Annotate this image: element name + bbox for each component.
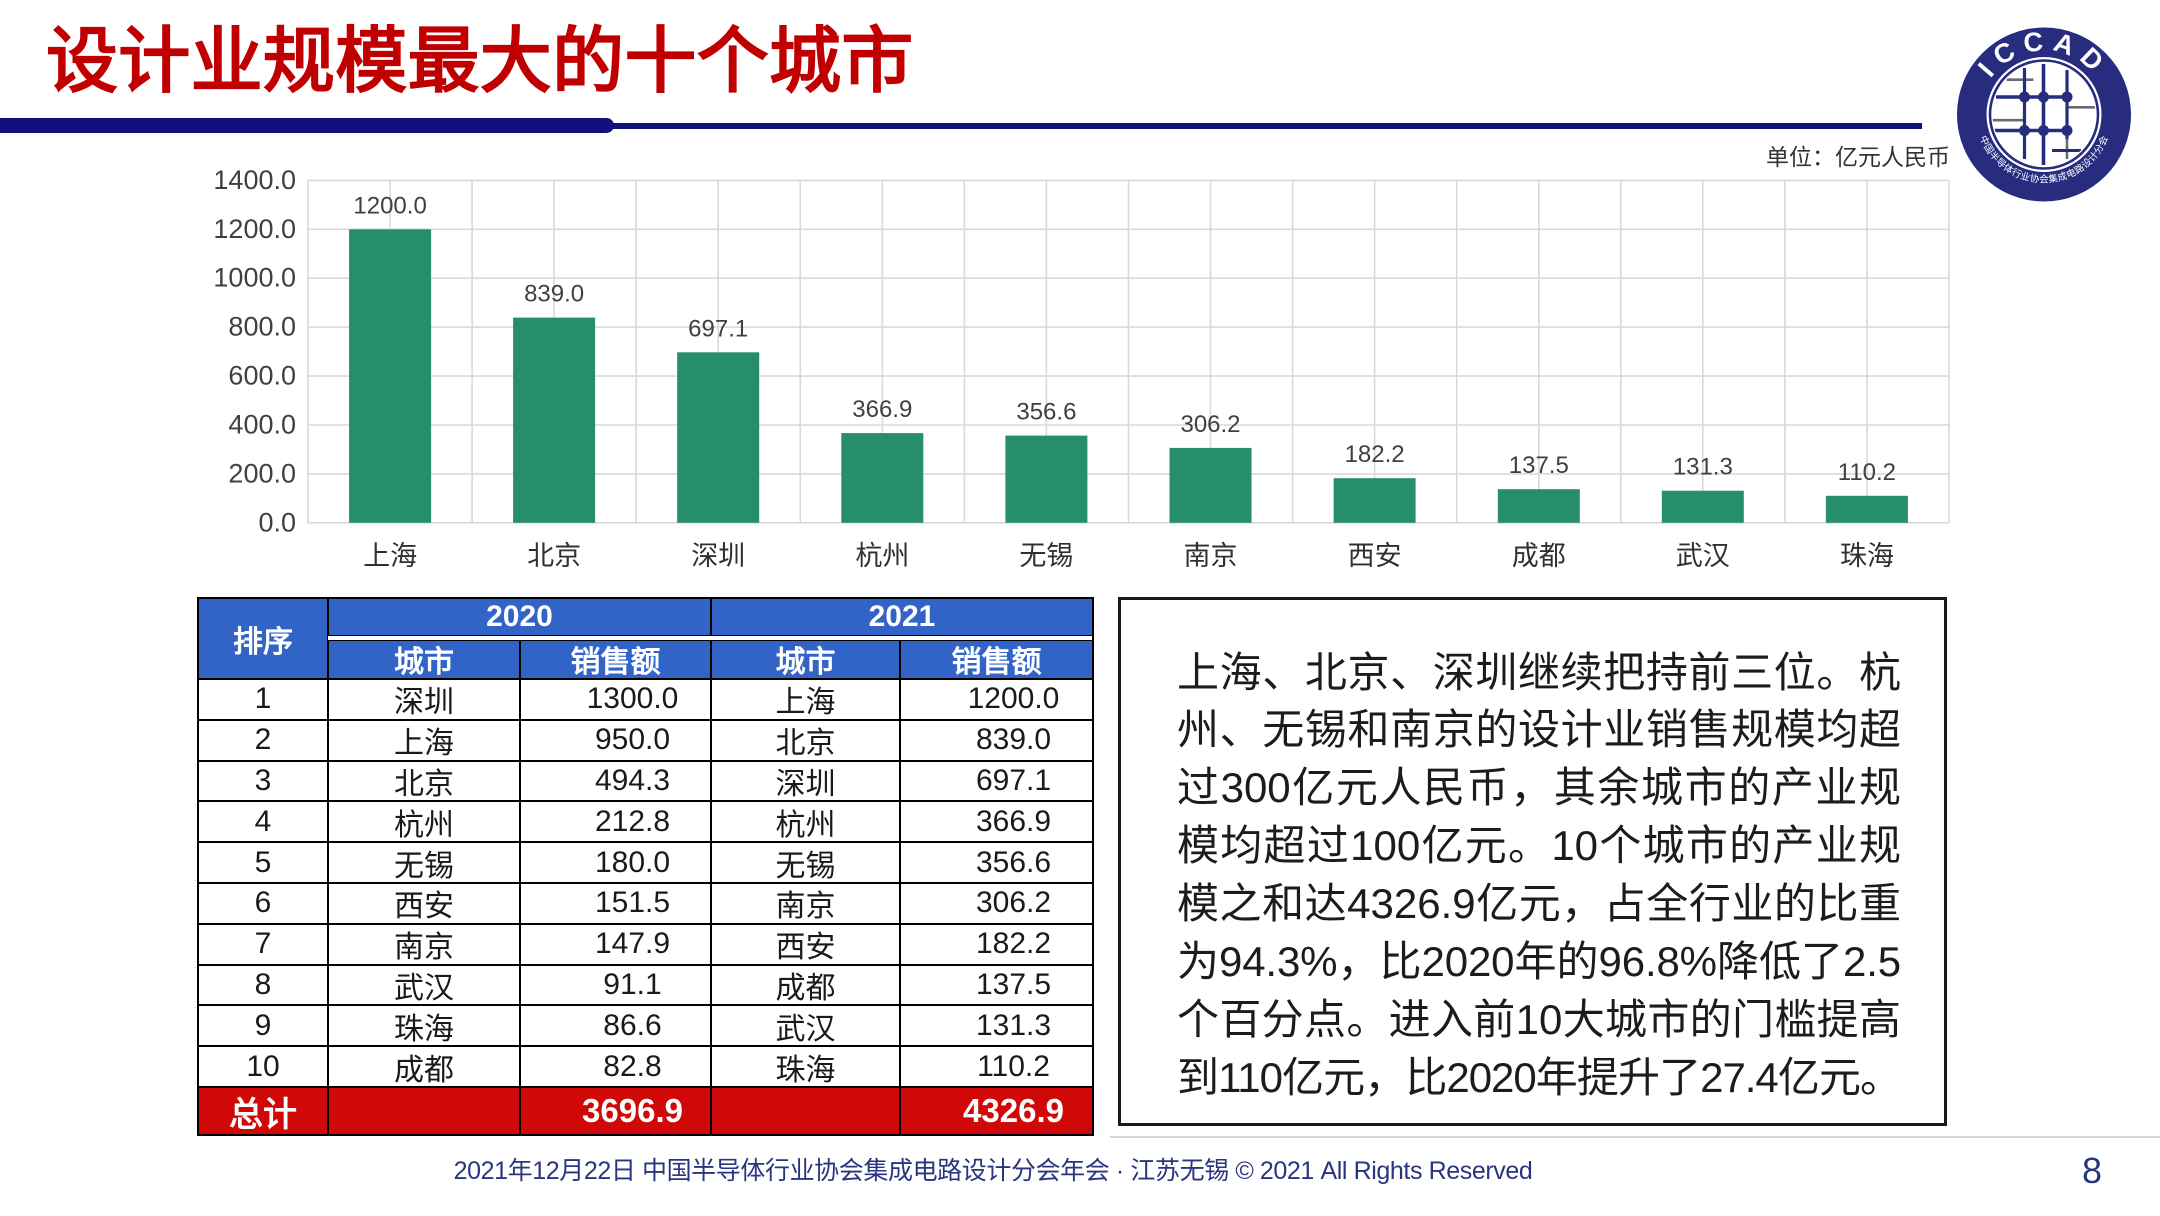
svg-text:1200.0: 1200.0	[213, 214, 296, 244]
svg-text:1400.0: 1400.0	[213, 165, 296, 195]
svg-text:110.2: 110.2	[1838, 459, 1896, 486]
svg-text:306.2: 306.2	[1180, 411, 1240, 438]
svg-text:200.0: 200.0	[228, 458, 296, 488]
svg-text:成都: 成都	[1512, 541, 1566, 571]
svg-text:400.0: 400.0	[228, 410, 296, 440]
svg-text:上海: 上海	[363, 541, 417, 571]
svg-text:839.0: 839.0	[524, 281, 584, 308]
svg-text:无锡: 无锡	[1019, 541, 1073, 571]
svg-text:1000.0: 1000.0	[213, 263, 296, 293]
svg-text:697.1: 697.1	[688, 315, 748, 342]
svg-text:深圳: 深圳	[691, 541, 745, 571]
svg-text:珠海: 珠海	[1840, 541, 1894, 571]
svg-text:南京: 南京	[1184, 541, 1238, 571]
svg-text:杭州: 杭州	[855, 541, 909, 571]
svg-text:137.5: 137.5	[1509, 452, 1569, 479]
svg-text:0.0: 0.0	[258, 507, 296, 537]
svg-text:西安: 西安	[1348, 541, 1402, 571]
svg-text:800.0: 800.0	[228, 312, 296, 342]
svg-text:366.9: 366.9	[852, 396, 912, 423]
svg-text:131.3: 131.3	[1673, 454, 1733, 481]
svg-text:356.6: 356.6	[1016, 399, 1076, 426]
svg-text:武汉: 武汉	[1676, 541, 1730, 571]
svg-text:1200.0: 1200.0	[353, 192, 426, 219]
svg-text:182.2: 182.2	[1345, 441, 1405, 468]
svg-text:北京: 北京	[527, 541, 581, 571]
svg-text:600.0: 600.0	[228, 361, 296, 391]
